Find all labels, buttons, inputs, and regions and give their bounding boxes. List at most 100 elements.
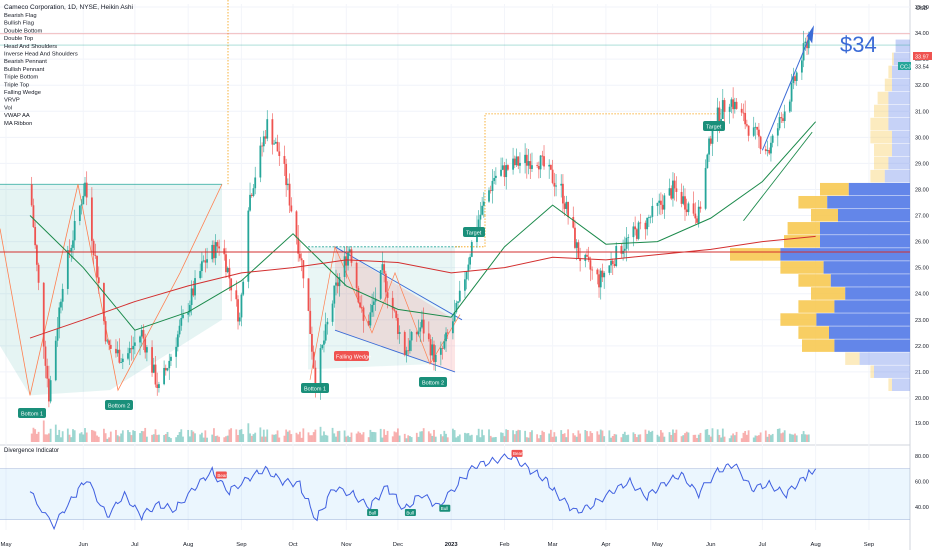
volume-profile-up (811, 209, 838, 222)
volume-profile-down (888, 104, 910, 118)
indicator-item: VRVP (4, 98, 20, 104)
candle-body (446, 332, 449, 334)
candle-body (249, 194, 251, 211)
volume-bar (591, 433, 594, 442)
volume-bar (60, 437, 62, 442)
candle-body (469, 256, 471, 265)
volume-bar (190, 430, 193, 442)
volume-bar (66, 428, 69, 442)
candle-body (405, 350, 408, 355)
candle-body (393, 309, 396, 311)
volume-bar (470, 434, 473, 442)
volume-profile-down (780, 248, 910, 261)
candle-body (589, 260, 592, 270)
candle-body (343, 256, 346, 277)
volume-bar (647, 430, 650, 442)
candle-body (324, 324, 327, 341)
candle-body (479, 214, 482, 220)
candle-body (194, 278, 196, 296)
candle-body (230, 278, 233, 291)
volume-bar (560, 430, 563, 442)
volume-bar (680, 436, 683, 442)
candle-body (61, 288, 64, 302)
volume-bar (158, 434, 160, 442)
candle-body (94, 255, 97, 256)
candle-body (319, 348, 322, 389)
candle-body (527, 161, 530, 166)
volume-bar (776, 428, 779, 442)
candle-body (410, 332, 413, 341)
volume-bar (551, 436, 554, 442)
candle-body (312, 351, 315, 368)
volume-profile-down (845, 287, 910, 300)
volume-bar (72, 429, 74, 442)
candle-body (395, 310, 398, 318)
volume-bar (469, 435, 471, 442)
bottom1-label-may: Bottom 1 (18, 408, 46, 418)
volume-bar (85, 432, 88, 442)
candle-body (541, 155, 544, 157)
wedge-lower-line (334, 329, 456, 373)
volume-profile-up (787, 222, 820, 235)
price-tick-label: 33.00 (915, 57, 929, 63)
candle-body (44, 346, 47, 366)
volume-bar (410, 437, 413, 442)
volume-bar (434, 436, 437, 442)
volume-bar (106, 438, 109, 442)
volume-bar (415, 432, 418, 442)
candle-body (443, 341, 446, 349)
candle-body (431, 344, 434, 356)
volume-bar (488, 429, 490, 442)
candle-body (156, 384, 159, 388)
candle-body (103, 283, 105, 322)
volume-profile-down (888, 156, 910, 170)
candle-body (752, 127, 755, 136)
volume-bar (307, 432, 310, 442)
volume-bar (766, 436, 769, 442)
indicator-item: Bullish Pennant (4, 67, 45, 73)
candle-body (577, 242, 580, 259)
candle-body (740, 108, 743, 113)
volume-profile-up (870, 130, 892, 144)
volume-bar (598, 434, 600, 442)
target-projection-2 (455, 215, 486, 248)
volume-bar (237, 435, 239, 442)
volume-profile-down (827, 195, 910, 209)
candle-body (84, 182, 86, 196)
candle-body (687, 203, 690, 213)
candle-body (684, 196, 686, 210)
candle-body (503, 165, 506, 178)
volume-bar (104, 433, 107, 442)
volume-bar (427, 431, 430, 442)
candle-body (82, 195, 85, 205)
candle-body (142, 330, 145, 339)
svg-text:Target: Target (466, 231, 482, 237)
candle-body (771, 135, 774, 143)
candle-body (555, 185, 557, 187)
candle-body (507, 165, 509, 170)
volume-bar (142, 431, 145, 442)
candle-body (744, 112, 747, 125)
candle-body (288, 183, 291, 206)
candle-body (357, 287, 360, 303)
volume-bar (548, 433, 551, 442)
candle-body (651, 205, 654, 217)
candle-body (175, 346, 178, 357)
candle-body (250, 194, 253, 196)
indicator-item: Bearish Flag (4, 13, 37, 19)
bear-signal-label: Bear (217, 473, 227, 478)
candle-body (716, 107, 719, 130)
volume-bar (445, 433, 447, 442)
candle-body (457, 301, 459, 303)
volume-bar (213, 428, 215, 442)
volume-bar (792, 434, 795, 442)
volume-bar (261, 436, 263, 442)
svg-text:Bottom 2: Bottom 2 (422, 381, 444, 387)
candle-body (539, 155, 542, 170)
volume-bar (360, 434, 363, 442)
volume-bar (553, 432, 556, 442)
volume-bar (453, 430, 456, 442)
volume-bar (372, 431, 375, 442)
volume-bar (309, 435, 312, 442)
